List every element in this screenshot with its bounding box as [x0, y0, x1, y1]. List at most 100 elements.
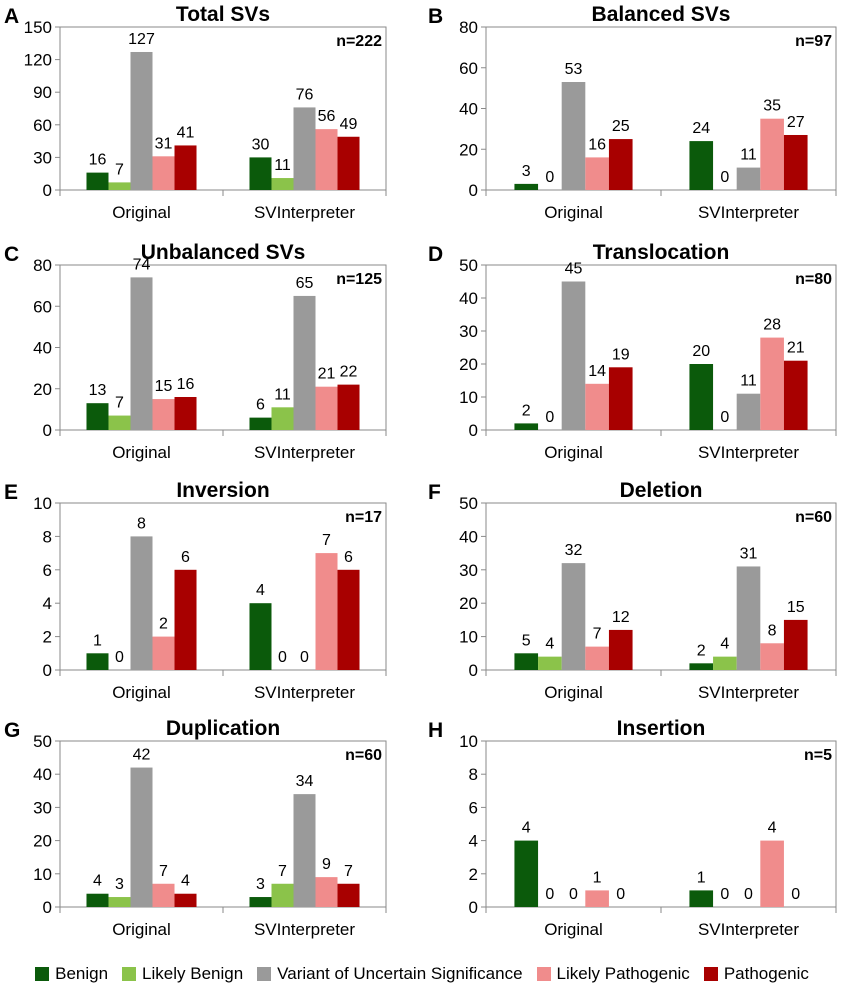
- panel-f-bar-likely_benign: [538, 656, 562, 670]
- panel-c-y-tick-label: 20: [33, 380, 52, 399]
- panel-g-y-tick-label: 40: [33, 765, 52, 784]
- panel-b-bar-likely_pathogenic: [585, 157, 609, 190]
- panel-e-y-tick-label: 6: [43, 561, 52, 580]
- panel-d-y-tick-label: 10: [459, 388, 478, 407]
- panel-h-data-label: 4: [768, 820, 777, 837]
- panel-f-bar-benign: [514, 653, 539, 670]
- panel-e-y-tick-label: 2: [43, 628, 52, 647]
- panel-a-bar-likely_benign: [271, 178, 294, 190]
- panel-e-category-label: Original: [112, 683, 171, 702]
- legend-label-likely-benign: Likely Benign: [142, 964, 244, 983]
- panel-e-data-label: 0: [300, 649, 309, 666]
- panel-f-y-tick-label: 10: [459, 628, 478, 647]
- panel-c-data-label: 7: [115, 395, 124, 412]
- panel-e-bar-pathogenic: [337, 569, 360, 670]
- panel-e-bar-pathogenic: [174, 569, 197, 670]
- panel-g-y-tick-label: 20: [33, 832, 52, 851]
- panel-b-y-tick-label: 40: [459, 100, 478, 119]
- panel-e-bar-likely_pathogenic: [152, 636, 175, 670]
- panel-e-y-tick-label: 10: [33, 494, 52, 513]
- panel-a-y-tick-label: 0: [43, 181, 52, 200]
- panel-a-bar-vus: [293, 107, 316, 190]
- panel-f-y-tick-label: 50: [459, 494, 478, 513]
- panel-f-bar-pathogenic: [608, 629, 633, 670]
- panel-a-data-label: 31: [155, 135, 173, 152]
- panel-g-data-label: 42: [133, 747, 151, 764]
- panel-b-data-label: 35: [763, 98, 781, 115]
- panel-g-category-label: SVInterpreter: [254, 920, 355, 939]
- panel-f-bar-benign: [689, 663, 714, 670]
- panel-f-data-label: 2: [697, 642, 706, 659]
- panel-a-letter: A: [4, 5, 19, 28]
- panel-g-data-label: 34: [296, 773, 314, 790]
- panel-a-y-tick-label: 150: [24, 18, 52, 37]
- panel-g-title: Duplication: [166, 717, 280, 740]
- panel-d-data-label: 0: [545, 409, 554, 426]
- panel-h-bar-benign: [514, 840, 539, 907]
- panel-d-y-tick-label: 30: [459, 322, 478, 341]
- panel-d-bar-likely_pathogenic: [760, 337, 784, 430]
- panel-d-data-label: 19: [612, 346, 630, 363]
- panel-g-category-label: Original: [112, 920, 171, 939]
- panel-g-letter: G: [4, 719, 20, 742]
- panel-d-y-tick-label: 20: [459, 355, 478, 374]
- panel-h-letter: H: [428, 719, 443, 742]
- panel-a-n-label: n=222: [336, 33, 382, 50]
- panel-b-data-label: 25: [612, 118, 630, 135]
- panel-f-data-label: 15: [787, 599, 805, 616]
- panel-a-data-label: 7: [115, 161, 124, 178]
- panel-a-y-tick-label: 60: [33, 116, 52, 135]
- panel-c-title: Unbalanced SVs: [141, 241, 306, 264]
- panel-g-bar-likely_benign: [271, 883, 294, 907]
- panel-b-bar-pathogenic: [783, 134, 808, 190]
- panel-g-bar-pathogenic: [337, 883, 360, 907]
- panel-c-bar-likely_benign: [108, 415, 131, 430]
- panel-f-bar-likely_pathogenic: [760, 643, 784, 670]
- panel-b-data-label: 0: [545, 169, 554, 186]
- panel-e-letter: E: [4, 481, 18, 504]
- panel-c-bar-benign: [86, 403, 109, 430]
- panel-c-y-tick-label: 0: [43, 421, 52, 440]
- panel-d-data-label: 45: [565, 261, 583, 278]
- panel-d-letter: D: [428, 243, 443, 266]
- panel-f-data-label: 4: [720, 636, 729, 653]
- panel-g-bar-benign: [249, 897, 272, 907]
- panel-g-data-label: 7: [159, 863, 168, 880]
- panel-e-data-label: 6: [181, 549, 190, 566]
- panel-e-bar-benign: [86, 653, 109, 670]
- panel-g-bar-vus: [293, 794, 316, 907]
- panel-b-bar-vus: [561, 82, 586, 190]
- legend-swatch-likely-benign: [122, 967, 137, 981]
- panel-e-data-label: 8: [137, 515, 146, 532]
- panel-d-data-label: 2: [522, 402, 531, 419]
- panel-g-bar-likely_benign: [108, 897, 131, 907]
- panel-c-category-label: Original: [112, 443, 171, 462]
- panel-b-data-label: 16: [588, 136, 606, 153]
- panel-f-bar-vus: [736, 566, 761, 670]
- panel-f-data-label: 7: [593, 626, 602, 643]
- panel-d-title: Translocation: [593, 241, 730, 264]
- panel-a-bar-pathogenic: [337, 136, 360, 190]
- panel-a-bar-likely_pathogenic: [315, 129, 338, 190]
- panel-g-data-label: 7: [278, 863, 287, 880]
- panel-b-y-tick-label: 60: [459, 59, 478, 78]
- panel-c-data-label: 22: [340, 364, 358, 381]
- panel-h-y-tick-label: 2: [469, 865, 478, 884]
- panel-a-bar-benign: [249, 157, 272, 190]
- panel-a-data-label: 127: [128, 31, 155, 48]
- panel-c-y-tick-label: 80: [33, 256, 52, 275]
- panel-f-data-label: 5: [522, 632, 531, 649]
- panel-a-title: Total SVs: [176, 3, 270, 26]
- panel-a-bar-vus: [130, 51, 153, 190]
- panel-c-data-label: 16: [177, 376, 195, 393]
- panel-b-category-label: Original: [544, 203, 603, 222]
- panel-b-y-tick-label: 80: [459, 18, 478, 37]
- panel-c-bar-likely_pathogenic: [315, 386, 338, 430]
- panel-d-data-label: 21: [787, 340, 805, 357]
- panel-d-data-label: 0: [720, 409, 729, 426]
